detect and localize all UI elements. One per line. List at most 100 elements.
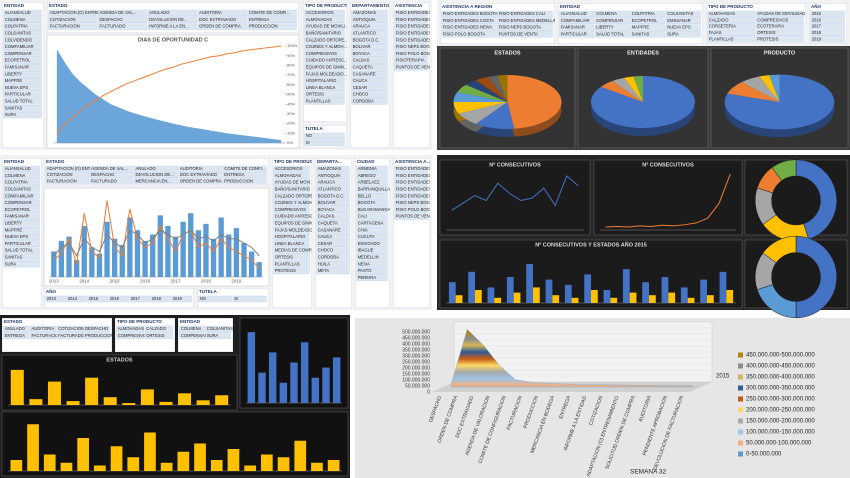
slicer-item-label[interactable]: PARTICULAR: [5, 241, 31, 246]
slicer-item[interactable]: [56, 332, 83, 339]
slicer-item[interactable]: [222, 172, 267, 179]
slicer-item[interactable]: [273, 199, 310, 207]
slicer-item[interactable]: [134, 172, 178, 179]
slicer-item-label[interactable]: FISIO ENTIDADES COSTA: [396, 24, 448, 29]
slicer-item[interactable]: [171, 295, 192, 303]
slicer-item[interactable]: [356, 267, 388, 275]
slicer-item-label[interactable]: ALIANSALUD: [5, 10, 31, 15]
slicer-item[interactable]: [665, 17, 701, 24]
slicer-item[interactable]: [351, 91, 388, 98]
slicer-item-label[interactable]: COTIZACION: [58, 326, 84, 331]
slicer-item[interactable]: [707, 23, 756, 30]
slicer-item[interactable]: [356, 254, 388, 261]
slicer-item-label[interactable]: 2019: [173, 296, 183, 301]
slicer-item-label[interactable]: PRODUCCION: [224, 179, 253, 184]
slicer-item[interactable]: [559, 17, 595, 24]
slicer-item[interactable]: [559, 10, 595, 18]
slicer-item[interactable]: [98, 23, 148, 30]
slicer-item[interactable]: [356, 179, 388, 186]
slicer-item-label[interactable]: ALIANSALUD: [561, 11, 587, 16]
slicer-item-label[interactable]: HOSPITALARIO: [306, 78, 337, 83]
slicer-item-label[interactable]: ALMOHADAS: [275, 173, 302, 178]
slicer-item-label[interactable]: CAUCA: [318, 234, 333, 239]
slicer-item-label[interactable]: ECOPETROL: [632, 18, 658, 23]
slicer-item-label[interactable]: FACTURACION: [50, 24, 80, 29]
slicer-item-label[interactable]: PUNTOS DE VENTA: [396, 214, 435, 219]
slicer-item-label[interactable]: META: [318, 268, 330, 273]
slicer-item-label[interactable]: BOGOTA: [358, 200, 376, 205]
slicer-item-label[interactable]: NEIVA: [358, 261, 370, 266]
slicer-item[interactable]: [394, 172, 428, 179]
slicer-item[interactable]: [147, 9, 198, 17]
slicer-item-label[interactable]: FISIO ENTIDADES COSTA: [396, 180, 448, 185]
slicer-item[interactable]: [222, 178, 267, 185]
slicer-item-label[interactable]: PUNTOS DE VENTA: [499, 32, 538, 37]
slicer-item[interactable]: [316, 206, 350, 213]
slicer-item[interactable]: [273, 179, 310, 186]
slicer-item-label[interactable]: FAMISANAR: [5, 214, 29, 219]
slicer-item-label[interactable]: CORSETERIA: [709, 24, 736, 29]
slicer-item-label[interactable]: 2017: [131, 296, 141, 301]
slicer-item-label[interactable]: COMITE DE CONFI...: [249, 10, 290, 15]
slicer-item-label[interactable]: CALZADO: [709, 17, 730, 22]
slicer-item-label[interactable]: BOYACA: [318, 207, 335, 212]
slicer-item-label[interactable]: FACTURADO: [58, 333, 85, 338]
slicer-item-label[interactable]: SANITAS: [5, 105, 23, 110]
slicer-item[interactable]: [304, 98, 345, 105]
slicer-item[interactable]: [197, 9, 247, 17]
slicer-item-label[interactable]: SURA: [667, 32, 679, 37]
slicer-item-label[interactable]: ATLANTICO: [353, 31, 377, 36]
slicer-item-label[interactable]: PROTESIS: [757, 37, 778, 42]
slicer-item[interactable]: [316, 227, 350, 234]
slicer-item[interactable]: [810, 10, 845, 17]
slicer-item-label[interactable]: AYUDAS DE MOVI...: [275, 180, 314, 185]
slicer-item[interactable]: [304, 37, 345, 44]
slicer-item-label[interactable]: 2016: [812, 17, 822, 22]
slicer-item[interactable]: [630, 31, 666, 38]
slicer-item-label[interactable]: FISIO ENTIDADES CALI: [499, 11, 546, 16]
slicer-item[interactable]: [3, 9, 42, 17]
slicer-item[interactable]: [179, 332, 205, 339]
slicer-item[interactable]: [497, 24, 553, 31]
slicer-item[interactable]: [3, 193, 40, 200]
slicer-item-label[interactable]: CALZADO ORTOPE...: [306, 37, 348, 42]
slicer-item[interactable]: [56, 325, 83, 333]
slicer-item-label[interactable]: FISIO POLO BOGOTA: [443, 32, 486, 37]
slicer-item[interactable]: [273, 220, 310, 227]
slicer-item-label[interactable]: ECOPETROL: [5, 58, 31, 63]
slicer-item[interactable]: [755, 36, 804, 43]
slicer-item-label[interactable]: BAÑO/SANITARIO: [306, 31, 342, 36]
slicer-item[interactable]: [3, 30, 42, 37]
slicer-item[interactable]: [3, 71, 42, 78]
slicer-item[interactable]: [316, 199, 350, 207]
slicer-item-label[interactable]: AYUDAS DE MOVILIDAD: [757, 11, 805, 16]
slicer-item-label[interactable]: FISIO ENTIDADES CALI: [396, 173, 443, 178]
slicer-item[interactable]: [356, 172, 388, 179]
slicer-item-label[interactable]: ACCESORIOS: [306, 10, 334, 15]
slicer-item[interactable]: [316, 267, 350, 275]
slicer-item[interactable]: [316, 193, 350, 200]
slicer-item-label[interactable]: ORTESIS: [275, 255, 294, 260]
slicer-item-label[interactable]: COLMENA: [596, 11, 617, 16]
slicer-item[interactable]: [3, 247, 40, 254]
slicer-item-label[interactable]: FISIO ENTIDADES BOGOTA: [443, 11, 498, 16]
slicer-item-label[interactable]: COLSANITAS: [207, 326, 233, 331]
slicer-item-label[interactable]: LIBERTY: [596, 25, 614, 30]
slicer-item[interactable]: [98, 16, 148, 23]
slicer-item[interactable]: [394, 9, 428, 17]
slicer-item-label[interactable]: CASANARE: [353, 71, 376, 76]
slicer-item-label[interactable]: SALUD TOTAL: [596, 32, 625, 37]
slicer-item[interactable]: [316, 179, 350, 186]
slicer-item-label[interactable]: ALIANSALUD: [5, 166, 31, 171]
slicer-item[interactable]: [316, 186, 350, 193]
slicer-item[interactable]: [273, 206, 310, 213]
slicer-item[interactable]: [441, 24, 497, 31]
slicer-item-label[interactable]: SALUD TOTAL: [5, 99, 34, 104]
slicer-item[interactable]: [356, 206, 388, 213]
slicer-item-label[interactable]: CAQUETA: [318, 221, 338, 226]
slicer-item-label[interactable]: FAJAS: [709, 30, 722, 35]
slicer-item-label[interactable]: ANULADO: [5, 326, 26, 331]
slicer-item-label[interactable]: CALZADO: [146, 326, 167, 331]
slicer-item-label[interactable]: CHOCO: [318, 248, 334, 253]
slicer-item[interactable]: [356, 213, 388, 220]
